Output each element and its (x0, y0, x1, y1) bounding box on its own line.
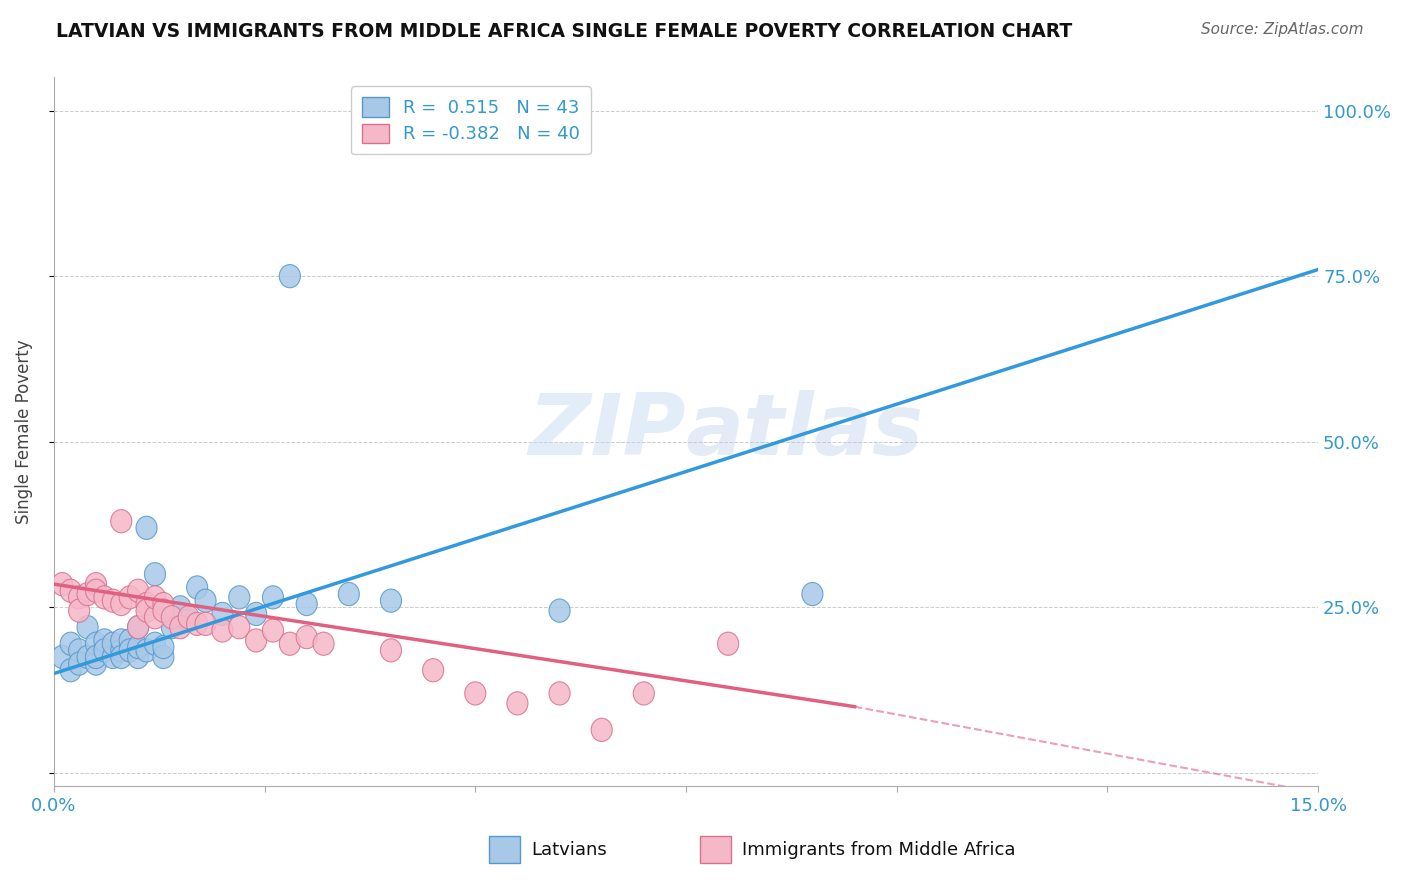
Ellipse shape (280, 632, 301, 656)
Ellipse shape (128, 579, 149, 602)
Ellipse shape (162, 606, 183, 629)
Ellipse shape (77, 615, 98, 639)
Ellipse shape (381, 639, 402, 662)
Ellipse shape (111, 639, 132, 662)
Ellipse shape (77, 582, 98, 606)
Ellipse shape (111, 592, 132, 615)
Ellipse shape (103, 646, 124, 669)
Ellipse shape (548, 681, 569, 705)
Ellipse shape (69, 586, 90, 609)
Ellipse shape (120, 629, 141, 652)
Ellipse shape (69, 639, 90, 662)
Legend: R =  0.515   N = 43, R = -0.382   N = 40: R = 0.515 N = 43, R = -0.382 N = 40 (352, 87, 591, 154)
Ellipse shape (128, 635, 149, 658)
Ellipse shape (465, 681, 486, 705)
Ellipse shape (103, 632, 124, 656)
Ellipse shape (263, 586, 284, 609)
Ellipse shape (136, 639, 157, 662)
Ellipse shape (103, 589, 124, 612)
Ellipse shape (111, 509, 132, 533)
Ellipse shape (212, 602, 233, 625)
Ellipse shape (717, 632, 738, 656)
Ellipse shape (297, 625, 318, 648)
Ellipse shape (179, 606, 200, 629)
Ellipse shape (52, 573, 73, 596)
Text: Immigrants from Middle Africa: Immigrants from Middle Africa (742, 841, 1015, 859)
Ellipse shape (120, 586, 141, 609)
Ellipse shape (246, 629, 267, 652)
Ellipse shape (94, 629, 115, 652)
Ellipse shape (128, 615, 149, 639)
Ellipse shape (212, 619, 233, 642)
Ellipse shape (153, 599, 174, 623)
Ellipse shape (111, 646, 132, 669)
Ellipse shape (60, 658, 82, 681)
Ellipse shape (548, 599, 569, 623)
Ellipse shape (86, 652, 107, 675)
Ellipse shape (170, 596, 191, 619)
Ellipse shape (145, 586, 166, 609)
Ellipse shape (508, 692, 527, 715)
Text: ZIP: ZIP (529, 391, 686, 474)
Ellipse shape (136, 599, 157, 623)
Ellipse shape (187, 576, 208, 599)
Ellipse shape (128, 646, 149, 669)
Ellipse shape (145, 632, 166, 656)
Text: LATVIAN VS IMMIGRANTS FROM MIDDLE AFRICA SINGLE FEMALE POVERTY CORRELATION CHART: LATVIAN VS IMMIGRANTS FROM MIDDLE AFRICA… (56, 22, 1073, 41)
Ellipse shape (339, 582, 360, 606)
Ellipse shape (280, 265, 301, 288)
Ellipse shape (94, 639, 115, 662)
Ellipse shape (69, 599, 90, 623)
Ellipse shape (229, 586, 250, 609)
Ellipse shape (633, 681, 654, 705)
Ellipse shape (136, 516, 157, 540)
Ellipse shape (229, 615, 250, 639)
Ellipse shape (86, 573, 107, 596)
Ellipse shape (179, 609, 200, 632)
Text: atlas: atlas (686, 391, 924, 474)
Ellipse shape (136, 592, 157, 615)
Ellipse shape (314, 632, 335, 656)
Ellipse shape (145, 606, 166, 629)
Ellipse shape (381, 589, 402, 612)
Ellipse shape (86, 579, 107, 602)
Ellipse shape (195, 589, 217, 612)
Ellipse shape (246, 602, 267, 625)
Ellipse shape (162, 615, 183, 639)
Ellipse shape (423, 658, 444, 681)
Ellipse shape (187, 612, 208, 635)
Ellipse shape (52, 646, 73, 669)
Ellipse shape (94, 586, 115, 609)
Text: Latvians: Latvians (531, 841, 607, 859)
Text: Source: ZipAtlas.com: Source: ZipAtlas.com (1201, 22, 1364, 37)
Ellipse shape (128, 615, 149, 639)
Y-axis label: Single Female Poverty: Single Female Poverty (15, 340, 32, 524)
Ellipse shape (153, 635, 174, 658)
Ellipse shape (591, 718, 612, 741)
Ellipse shape (153, 592, 174, 615)
Ellipse shape (145, 563, 166, 586)
Ellipse shape (60, 579, 82, 602)
Ellipse shape (86, 632, 107, 656)
Ellipse shape (297, 592, 318, 615)
Ellipse shape (60, 632, 82, 656)
Ellipse shape (69, 652, 90, 675)
Ellipse shape (111, 629, 132, 652)
Ellipse shape (263, 619, 284, 642)
Ellipse shape (86, 646, 107, 669)
Ellipse shape (153, 646, 174, 669)
Ellipse shape (170, 615, 191, 639)
Ellipse shape (77, 646, 98, 669)
Ellipse shape (195, 612, 217, 635)
Ellipse shape (120, 639, 141, 662)
Ellipse shape (801, 582, 823, 606)
